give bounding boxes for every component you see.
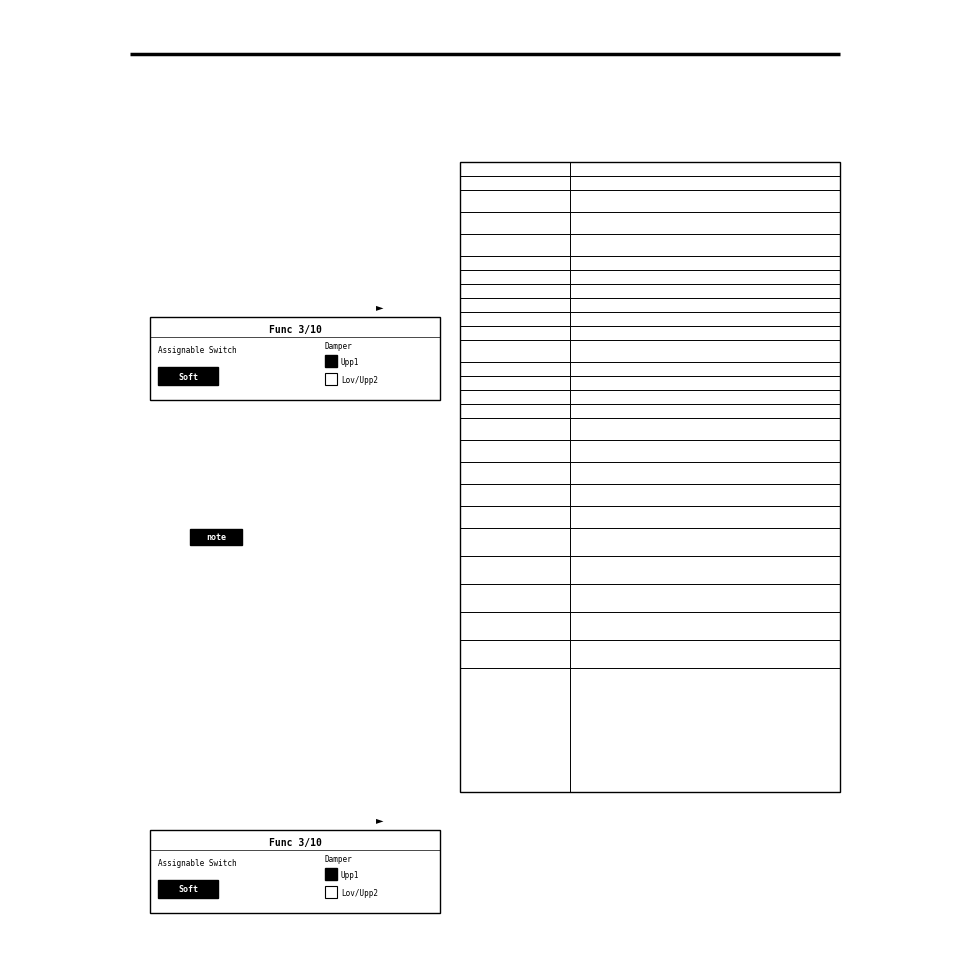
- Bar: [325, 355, 336, 368]
- Text: Func 3/10: Func 3/10: [269, 325, 321, 335]
- Text: Damper: Damper: [325, 854, 353, 862]
- Bar: [325, 868, 336, 880]
- Bar: [190, 530, 242, 545]
- Text: Soft: Soft: [178, 372, 198, 381]
- Bar: [158, 368, 218, 386]
- Text: Assignable Switch: Assignable Switch: [158, 345, 236, 355]
- Bar: [325, 886, 336, 898]
- Bar: [150, 830, 439, 913]
- Text: ►: ►: [375, 814, 383, 824]
- Text: Lov/Upp2: Lov/Upp2: [340, 375, 377, 384]
- Bar: [158, 880, 218, 898]
- Text: note: note: [206, 533, 226, 542]
- Text: Assignable Switch: Assignable Switch: [158, 858, 236, 866]
- Text: Soft: Soft: [178, 884, 198, 894]
- Text: Lov/Upp2: Lov/Upp2: [340, 887, 377, 897]
- Text: ►: ►: [375, 302, 383, 312]
- Bar: [150, 317, 439, 400]
- Text: Upp1: Upp1: [340, 357, 359, 366]
- Text: Func 3/10: Func 3/10: [269, 837, 321, 847]
- Bar: [459, 163, 840, 792]
- Text: Damper: Damper: [325, 341, 353, 350]
- Text: Upp1: Upp1: [340, 869, 359, 879]
- Bar: [325, 374, 336, 386]
